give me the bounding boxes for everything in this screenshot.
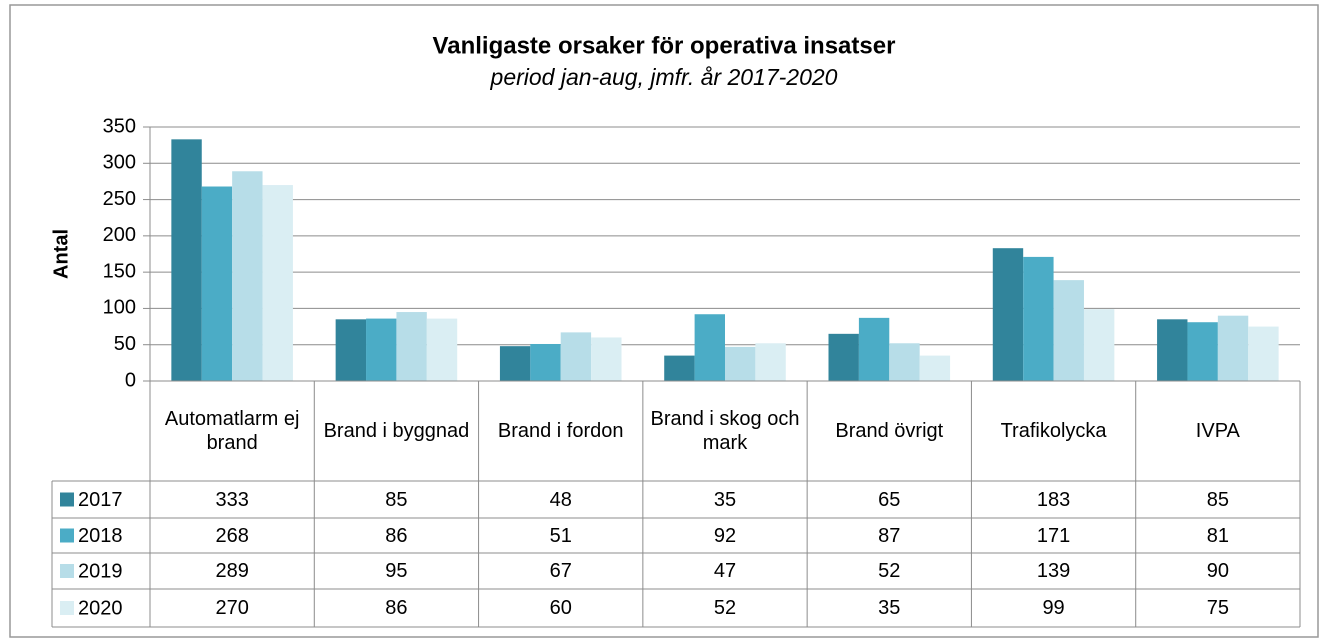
bar: [755, 343, 786, 381]
legend-label: 2020: [78, 597, 123, 619]
y-tick-label: 300: [103, 152, 136, 174]
bar: [591, 337, 622, 381]
table-value: 183: [1036, 488, 1071, 511]
bar: [664, 355, 695, 381]
x-tick-label: IVPA: [1195, 420, 1240, 442]
table-value: 81: [1206, 524, 1229, 547]
table-value: 60: [549, 597, 572, 619]
table-value: 289: [215, 560, 249, 582]
table-value: 35: [878, 597, 901, 619]
bar: [858, 317, 890, 381]
y-tick-label: 50: [114, 333, 136, 355]
bar: [426, 318, 458, 381]
y-tick-label: 200: [103, 224, 136, 246]
bar: [262, 185, 293, 381]
legend-label: 2019: [78, 560, 123, 582]
y-tick-label: 250: [103, 188, 136, 210]
table-value: 86: [385, 524, 408, 547]
bar: [499, 346, 531, 381]
bar: [335, 319, 367, 381]
x-tick-label: Trafikolycka: [1000, 420, 1107, 442]
table-value: 268: [215, 524, 249, 547]
table-value: 139: [1036, 560, 1071, 582]
table-value: 52: [878, 560, 901, 582]
bar: [201, 186, 233, 381]
x-tick-label: Brand övrigt: [835, 420, 944, 442]
legend-key: [60, 601, 74, 615]
bar: [725, 346, 756, 381]
bar: [171, 139, 202, 381]
table-value: 51: [549, 524, 572, 547]
bar: [1157, 319, 1188, 381]
table-value: 92: [713, 524, 737, 547]
bar: [396, 312, 427, 381]
x-tick-label: Automatlarm ej brand: [164, 408, 300, 454]
bar: [1187, 322, 1218, 381]
x-tick-label: Brand i byggnad: [323, 420, 470, 442]
table-value: 333: [215, 488, 249, 511]
table-value: 47: [713, 560, 737, 582]
y-axis-label: Antal: [50, 229, 72, 279]
table-value: 95: [385, 560, 408, 582]
bar: [1053, 280, 1084, 381]
table-value: 171: [1036, 524, 1071, 547]
bar: [366, 318, 397, 381]
bar: [1217, 315, 1249, 381]
legend-key: [60, 492, 74, 507]
legend-label: 2017: [78, 489, 123, 511]
table-value: 87: [878, 524, 901, 547]
y-tick-label: 100: [103, 297, 136, 319]
table-value: 85: [385, 488, 408, 511]
table-value: 75: [1206, 597, 1229, 619]
y-tick-label: 350: [103, 115, 136, 137]
bar: [1083, 309, 1115, 381]
y-tick-label: 150: [103, 260, 136, 282]
bar: [694, 314, 725, 381]
bar: [232, 171, 263, 381]
table-value: 65: [878, 488, 901, 511]
bar: [530, 343, 561, 381]
bar: [560, 332, 592, 381]
table-value: 99: [1042, 597, 1065, 619]
table-value: 90: [1206, 560, 1229, 582]
bar: [919, 355, 951, 381]
table-value: 52: [713, 597, 737, 619]
legend-label: 2018: [78, 525, 123, 547]
x-tick-label: Brand i skog och mark: [650, 408, 800, 454]
chart-subtitle: period jan-aug, jmfr. år 2017-2020: [490, 64, 838, 90]
table-value: 86: [385, 597, 408, 619]
bar: [828, 333, 859, 381]
bar: [1023, 256, 1054, 381]
bar: [992, 248, 1024, 381]
x-tick-label: Brand i fordon: [497, 420, 624, 442]
y-tick-label: 0: [125, 369, 136, 391]
table-value: 270: [215, 597, 249, 619]
chart-title: Vanligaste orsaker för operativa insatse…: [433, 32, 896, 59]
table-value: 85: [1206, 488, 1229, 511]
table-value: 48: [549, 488, 572, 511]
legend-key: [60, 528, 74, 543]
bar: [889, 343, 920, 381]
legend-key: [60, 564, 74, 578]
bar: [1248, 326, 1279, 381]
table-value: 67: [549, 560, 572, 582]
table-value: 35: [713, 488, 737, 511]
